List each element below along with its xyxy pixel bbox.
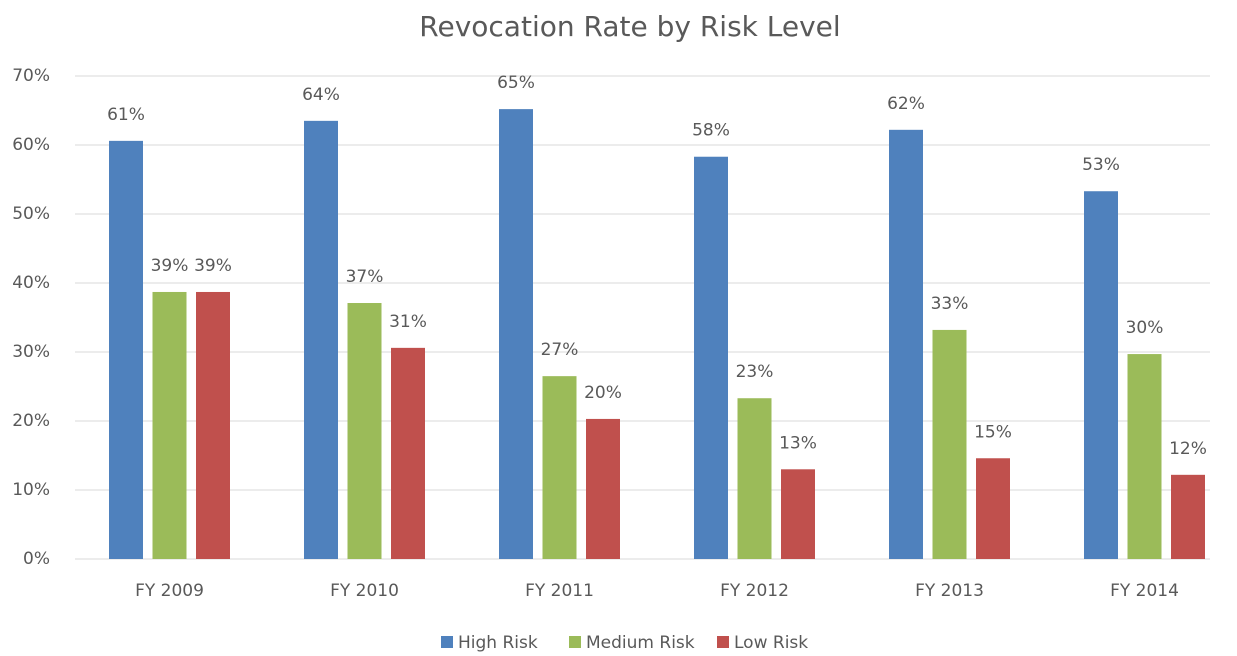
data-label: 53% bbox=[1082, 155, 1120, 175]
data-label: 30% bbox=[1126, 318, 1164, 338]
bar bbox=[1171, 474, 1205, 559]
x-tick-label: FY 2012 bbox=[720, 581, 789, 601]
y-tick-label: 50% bbox=[12, 204, 50, 224]
y-tick-label: 70% bbox=[12, 66, 50, 86]
bar bbox=[152, 291, 187, 559]
y-tick-label: 60% bbox=[12, 135, 50, 155]
data-label: 27% bbox=[541, 340, 579, 360]
legend-label: Low Risk bbox=[734, 633, 808, 653]
bar bbox=[976, 458, 1010, 559]
bar bbox=[737, 398, 772, 559]
data-label: 20% bbox=[584, 383, 622, 403]
x-tick-label: FY 2013 bbox=[915, 581, 984, 601]
legend-swatch bbox=[441, 636, 453, 648]
x-tick-label: FY 2009 bbox=[135, 581, 204, 601]
data-label: 23% bbox=[736, 362, 774, 382]
data-label: 33% bbox=[931, 294, 969, 314]
bar bbox=[196, 291, 230, 559]
x-tick-label: FY 2010 bbox=[330, 581, 399, 601]
chart-title: Revocation Rate by Risk Level bbox=[419, 10, 840, 43]
data-label: 65% bbox=[497, 73, 535, 93]
bar bbox=[304, 120, 338, 559]
bar bbox=[109, 140, 143, 560]
data-label: 12% bbox=[1169, 439, 1207, 459]
y-tick-label: 30% bbox=[12, 342, 50, 362]
bar bbox=[1127, 354, 1162, 559]
bar bbox=[499, 109, 533, 560]
y-tick-label: 20% bbox=[12, 411, 50, 431]
legend-swatch bbox=[717, 636, 729, 648]
data-label: 15% bbox=[974, 422, 1012, 442]
bar bbox=[391, 347, 425, 559]
x-tick-label: FY 2014 bbox=[1110, 581, 1179, 601]
data-label: 61% bbox=[107, 105, 145, 125]
legend-swatch bbox=[569, 636, 581, 648]
data-label: 64% bbox=[302, 85, 340, 105]
data-label: 31% bbox=[389, 312, 427, 332]
legend-label: Medium Risk bbox=[586, 633, 695, 653]
y-tick-label: 10% bbox=[12, 480, 50, 500]
data-label: 13% bbox=[779, 433, 817, 453]
bar bbox=[694, 156, 728, 560]
bar bbox=[1084, 191, 1118, 560]
data-label: 39% bbox=[151, 256, 189, 276]
data-label: 39% bbox=[194, 256, 232, 276]
bar bbox=[347, 303, 382, 559]
bar bbox=[542, 376, 577, 559]
y-tick-label: 0% bbox=[23, 549, 50, 569]
data-label: 58% bbox=[692, 121, 730, 141]
y-tick-label: 40% bbox=[12, 273, 50, 293]
bar bbox=[889, 129, 923, 559]
data-label: 62% bbox=[887, 94, 925, 114]
bar bbox=[586, 418, 620, 559]
data-label: 37% bbox=[346, 267, 384, 287]
bar bbox=[781, 469, 815, 559]
x-tick-label: FY 2011 bbox=[525, 581, 594, 601]
bar bbox=[932, 329, 967, 559]
legend-label: High Risk bbox=[458, 633, 538, 653]
